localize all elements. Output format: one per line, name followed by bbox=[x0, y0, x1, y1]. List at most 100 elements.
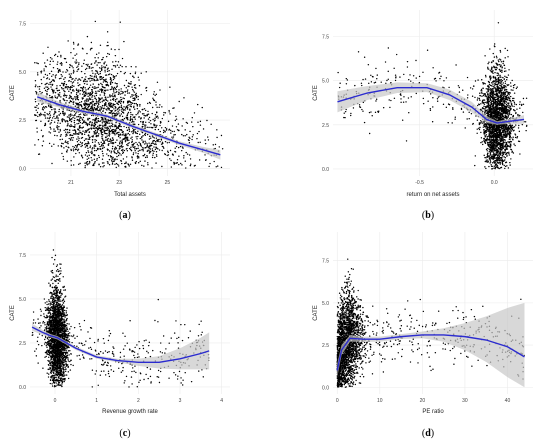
data-point bbox=[484, 130, 487, 132]
data-point bbox=[502, 163, 504, 166]
data-point bbox=[105, 136, 107, 139]
data-point bbox=[127, 163, 129, 165]
data-point bbox=[75, 77, 77, 80]
data-point bbox=[111, 113, 113, 115]
data-point bbox=[137, 152, 139, 155]
data-point bbox=[122, 138, 124, 140]
data-point bbox=[125, 156, 128, 158]
data-point bbox=[65, 96, 68, 98]
data-point bbox=[487, 89, 489, 91]
data-point bbox=[422, 102, 425, 105]
data-point bbox=[101, 106, 103, 108]
data-point bbox=[62, 71, 64, 73]
data-point bbox=[108, 135, 111, 137]
data-point bbox=[489, 88, 492, 90]
data-point bbox=[90, 77, 93, 80]
data-point bbox=[130, 113, 132, 116]
data-point bbox=[72, 69, 75, 72]
data-point bbox=[86, 129, 88, 132]
data-point bbox=[503, 86, 506, 89]
data-point bbox=[484, 101, 486, 104]
data-point bbox=[44, 62, 46, 64]
data-point bbox=[499, 167, 502, 169]
data-point bbox=[86, 67, 88, 70]
data-point bbox=[500, 85, 502, 87]
data-point bbox=[370, 81, 373, 83]
data-point bbox=[84, 162, 86, 164]
data-point bbox=[493, 106, 495, 108]
data-point bbox=[58, 51, 60, 53]
data-point bbox=[108, 53, 111, 56]
data-point bbox=[402, 101, 405, 103]
data-point bbox=[112, 132, 114, 134]
data-point bbox=[65, 135, 67, 137]
data-point bbox=[63, 95, 65, 97]
data-point bbox=[120, 113, 123, 115]
data-point bbox=[89, 49, 92, 51]
data-point bbox=[186, 153, 189, 155]
data-point bbox=[116, 155, 118, 158]
data-point bbox=[73, 85, 75, 87]
data-point bbox=[496, 112, 499, 114]
data-point bbox=[77, 149, 79, 152]
data-point bbox=[85, 138, 88, 140]
data-point bbox=[155, 146, 157, 149]
data-point bbox=[158, 149, 161, 151]
data-point bbox=[516, 86, 518, 88]
data-point bbox=[490, 77, 492, 79]
data-point bbox=[128, 165, 130, 167]
data-point bbox=[141, 108, 143, 111]
data-point bbox=[185, 167, 187, 169]
data-point bbox=[101, 162, 104, 164]
data-point bbox=[493, 128, 495, 131]
data-point bbox=[77, 136, 79, 138]
data-point bbox=[59, 70, 61, 72]
data-point bbox=[126, 90, 128, 93]
data-point bbox=[88, 86, 91, 89]
data-point bbox=[490, 164, 492, 166]
data-point bbox=[435, 80, 437, 82]
data-point bbox=[142, 148, 144, 151]
data-point bbox=[499, 162, 502, 164]
data-point bbox=[513, 126, 516, 128]
data-point bbox=[487, 110, 489, 113]
data-point bbox=[512, 109, 515, 111]
data-point bbox=[488, 81, 490, 83]
data-point bbox=[492, 83, 494, 85]
data-point bbox=[389, 106, 391, 109]
data-point bbox=[104, 61, 106, 63]
data-point bbox=[134, 94, 137, 96]
data-point bbox=[103, 92, 106, 95]
data-point bbox=[493, 43, 496, 45]
data-point bbox=[34, 80, 37, 82]
data-point bbox=[156, 155, 158, 158]
data-point bbox=[57, 145, 59, 147]
data-point bbox=[176, 159, 179, 161]
data-point bbox=[495, 94, 497, 97]
data-point bbox=[478, 127, 480, 130]
data-point bbox=[94, 154, 96, 157]
data-point bbox=[204, 139, 206, 141]
data-point bbox=[147, 147, 150, 149]
data-point bbox=[109, 88, 112, 91]
data-point bbox=[70, 92, 72, 94]
data-point bbox=[485, 157, 487, 159]
data-point bbox=[110, 155, 113, 158]
data-point bbox=[94, 160, 96, 163]
data-point bbox=[153, 143, 156, 145]
data-point bbox=[181, 164, 183, 166]
data-point bbox=[182, 135, 185, 137]
data-point bbox=[196, 137, 198, 140]
data-point bbox=[72, 148, 75, 150]
data-point bbox=[44, 73, 47, 76]
data-point bbox=[495, 115, 497, 117]
data-point bbox=[482, 82, 484, 84]
data-point bbox=[526, 124, 528, 127]
data-point bbox=[120, 154, 122, 156]
data-point bbox=[147, 110, 149, 113]
data-point bbox=[506, 49, 509, 52]
data-point bbox=[44, 105, 47, 108]
data-point bbox=[152, 97, 154, 99]
data-point bbox=[83, 107, 85, 110]
data-point bbox=[199, 120, 202, 123]
